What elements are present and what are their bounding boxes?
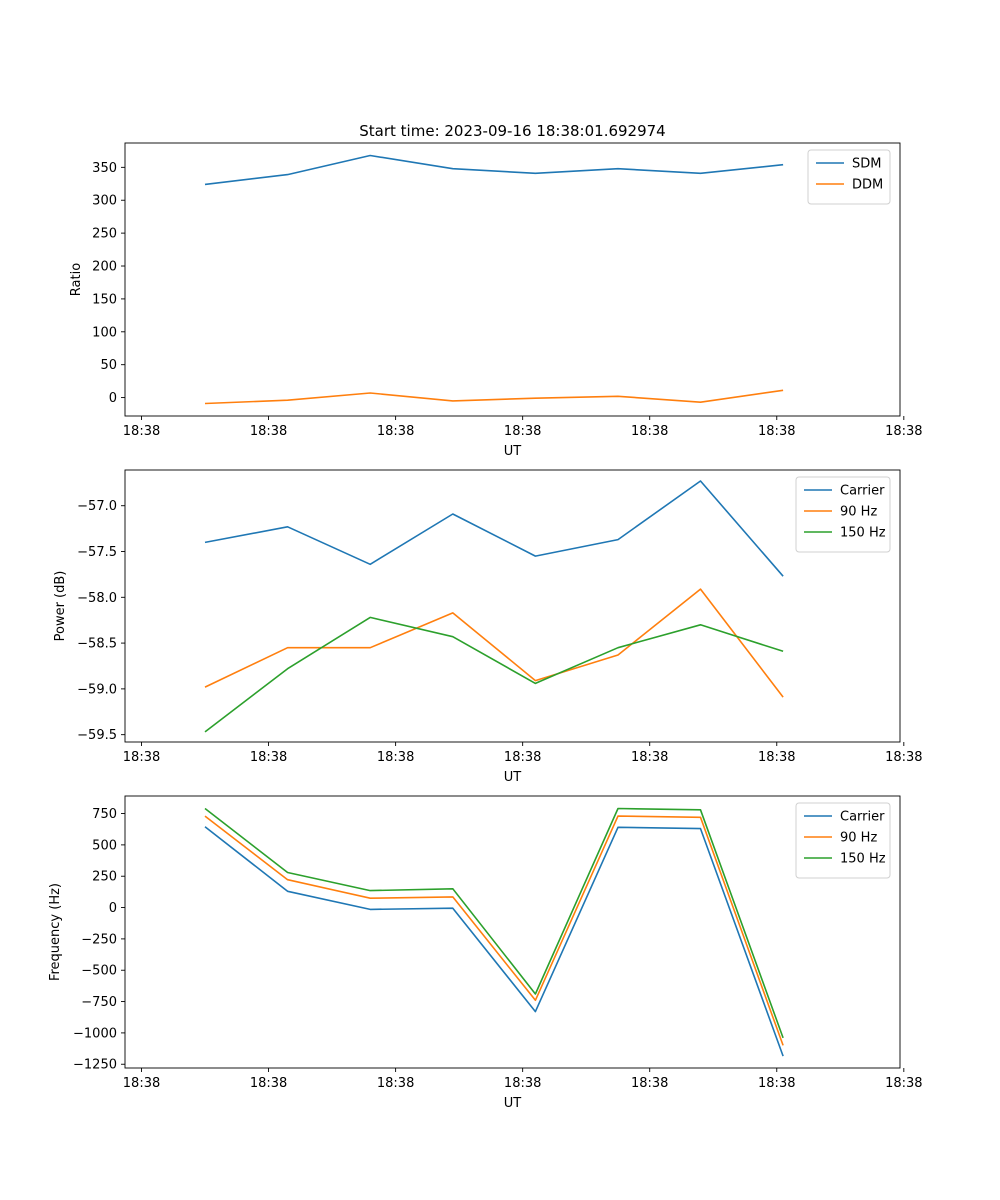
panel-2: 18:38 18:38 18:38 18:38 18:38 18:38 18:38 UT −59… — [53, 469, 923, 785]
y-tick-label: 100 — [92, 325, 117, 340]
y-axis-label: Ratio — [69, 263, 84, 296]
y-tick-label: −750 — [81, 995, 117, 1010]
legend-label: Carrier — [840, 484, 885, 499]
legend-label: 90 Hz — [840, 505, 877, 520]
x-tick-label: 18:38 — [631, 750, 668, 765]
axes-frame — [124, 469, 901, 743]
legend-label: SDM — [852, 157, 881, 172]
legend-label: 150 Hz — [840, 852, 886, 867]
legend: SDM DDM — [807, 149, 891, 205]
y-tick-label: −250 — [81, 932, 117, 947]
y-axis-label: Frequency (Hz) — [48, 883, 63, 981]
legend-label: 150 Hz — [840, 526, 886, 541]
y-tick-label: −58.0 — [77, 591, 117, 606]
x-axis-label: UT — [504, 444, 522, 459]
x-tick-label: 18:38 — [631, 424, 668, 439]
legend-box — [795, 476, 891, 553]
chart-title: Start time: 2023-09-16 18:38:01.692974 — [359, 122, 665, 140]
panel-1: 18:38 18:38 18:38 18:38 18:38 18:38 18:38 UT 0 50… — [69, 142, 923, 459]
series-line-sdm — [204, 154, 784, 186]
y-tick-label: −1000 — [73, 1026, 117, 1041]
x-tick-label: 18:38 — [885, 424, 922, 439]
x-tick-label: 18:38 — [504, 1076, 541, 1091]
y-tick-label: 200 — [92, 260, 117, 275]
y-tick-label: −59.0 — [77, 682, 117, 697]
x-tick-label: 18:38 — [885, 750, 922, 765]
y-tick-label: 350 — [92, 161, 117, 176]
x-tick-label: 18:38 — [377, 424, 414, 439]
x-tick-label: 18:38 — [250, 1076, 287, 1091]
axes-frame — [124, 142, 901, 417]
y-axis-label: Power (dB) — [53, 571, 68, 642]
x-tick-label: 18:38 — [758, 424, 795, 439]
y-tick-label: −500 — [81, 964, 117, 979]
y-tick-label: 0 — [109, 901, 117, 916]
x-axis-label: UT — [504, 770, 522, 785]
y-tick-label: 150 — [92, 292, 117, 307]
axes-frame — [124, 795, 901, 1069]
x-tick-label: 18:38 — [377, 750, 414, 765]
y-tick-label: 50 — [100, 358, 117, 373]
legend-label: Carrier — [840, 810, 885, 825]
y-tick-label: 0 — [109, 391, 117, 406]
x-axis-label: UT — [504, 1096, 522, 1111]
x-tick-label: 18:38 — [631, 1076, 668, 1091]
x-tick-label: 18:38 — [504, 424, 541, 439]
y-tick-label: −58.5 — [77, 637, 117, 652]
y-tick-label: 500 — [92, 838, 117, 853]
legend-label: 90 Hz — [840, 831, 877, 846]
legend-label: DDM — [852, 178, 883, 193]
y-tick-label: −59.5 — [77, 728, 117, 743]
y-tick-label: 250 — [92, 227, 117, 242]
series-line-150-hz — [204, 616, 784, 733]
x-tick-label: 18:38 — [123, 750, 160, 765]
panel-3: 18:38 18:38 18:38 18:38 18:38 18:38 18:38 UT −12… — [48, 795, 923, 1111]
series-line-carrier — [204, 480, 784, 577]
x-tick-label: 18:38 — [250, 424, 287, 439]
x-tick-label: 18:38 — [758, 750, 795, 765]
y-tick-label: 300 — [92, 194, 117, 209]
series-line-ddm — [204, 389, 784, 405]
y-tick-label: −57.0 — [77, 499, 117, 514]
x-tick-label: 18:38 — [123, 1076, 160, 1091]
x-tick-label: 18:38 — [250, 750, 287, 765]
x-tick-label: 18:38 — [123, 424, 160, 439]
x-tick-label: 18:38 — [758, 1076, 795, 1091]
y-tick-label: −1250 — [73, 1058, 117, 1073]
series-line-150-hz — [204, 807, 784, 1039]
legend-box — [795, 802, 891, 879]
x-tick-label: 18:38 — [885, 1076, 922, 1091]
series-line-90-hz — [204, 588, 784, 698]
legend: Carrier 90 Hz 150 Hz — [795, 802, 891, 879]
y-tick-label: 750 — [92, 807, 117, 822]
legend: Carrier 90 Hz 150 Hz — [795, 476, 891, 553]
x-tick-label: 18:38 — [377, 1076, 414, 1091]
series-line-carrier — [204, 826, 784, 1057]
x-tick-label: 18:38 — [504, 750, 541, 765]
series-line-90-hz — [204, 815, 784, 1046]
y-tick-label: 250 — [92, 870, 117, 885]
y-tick-label: −57.5 — [77, 545, 117, 560]
